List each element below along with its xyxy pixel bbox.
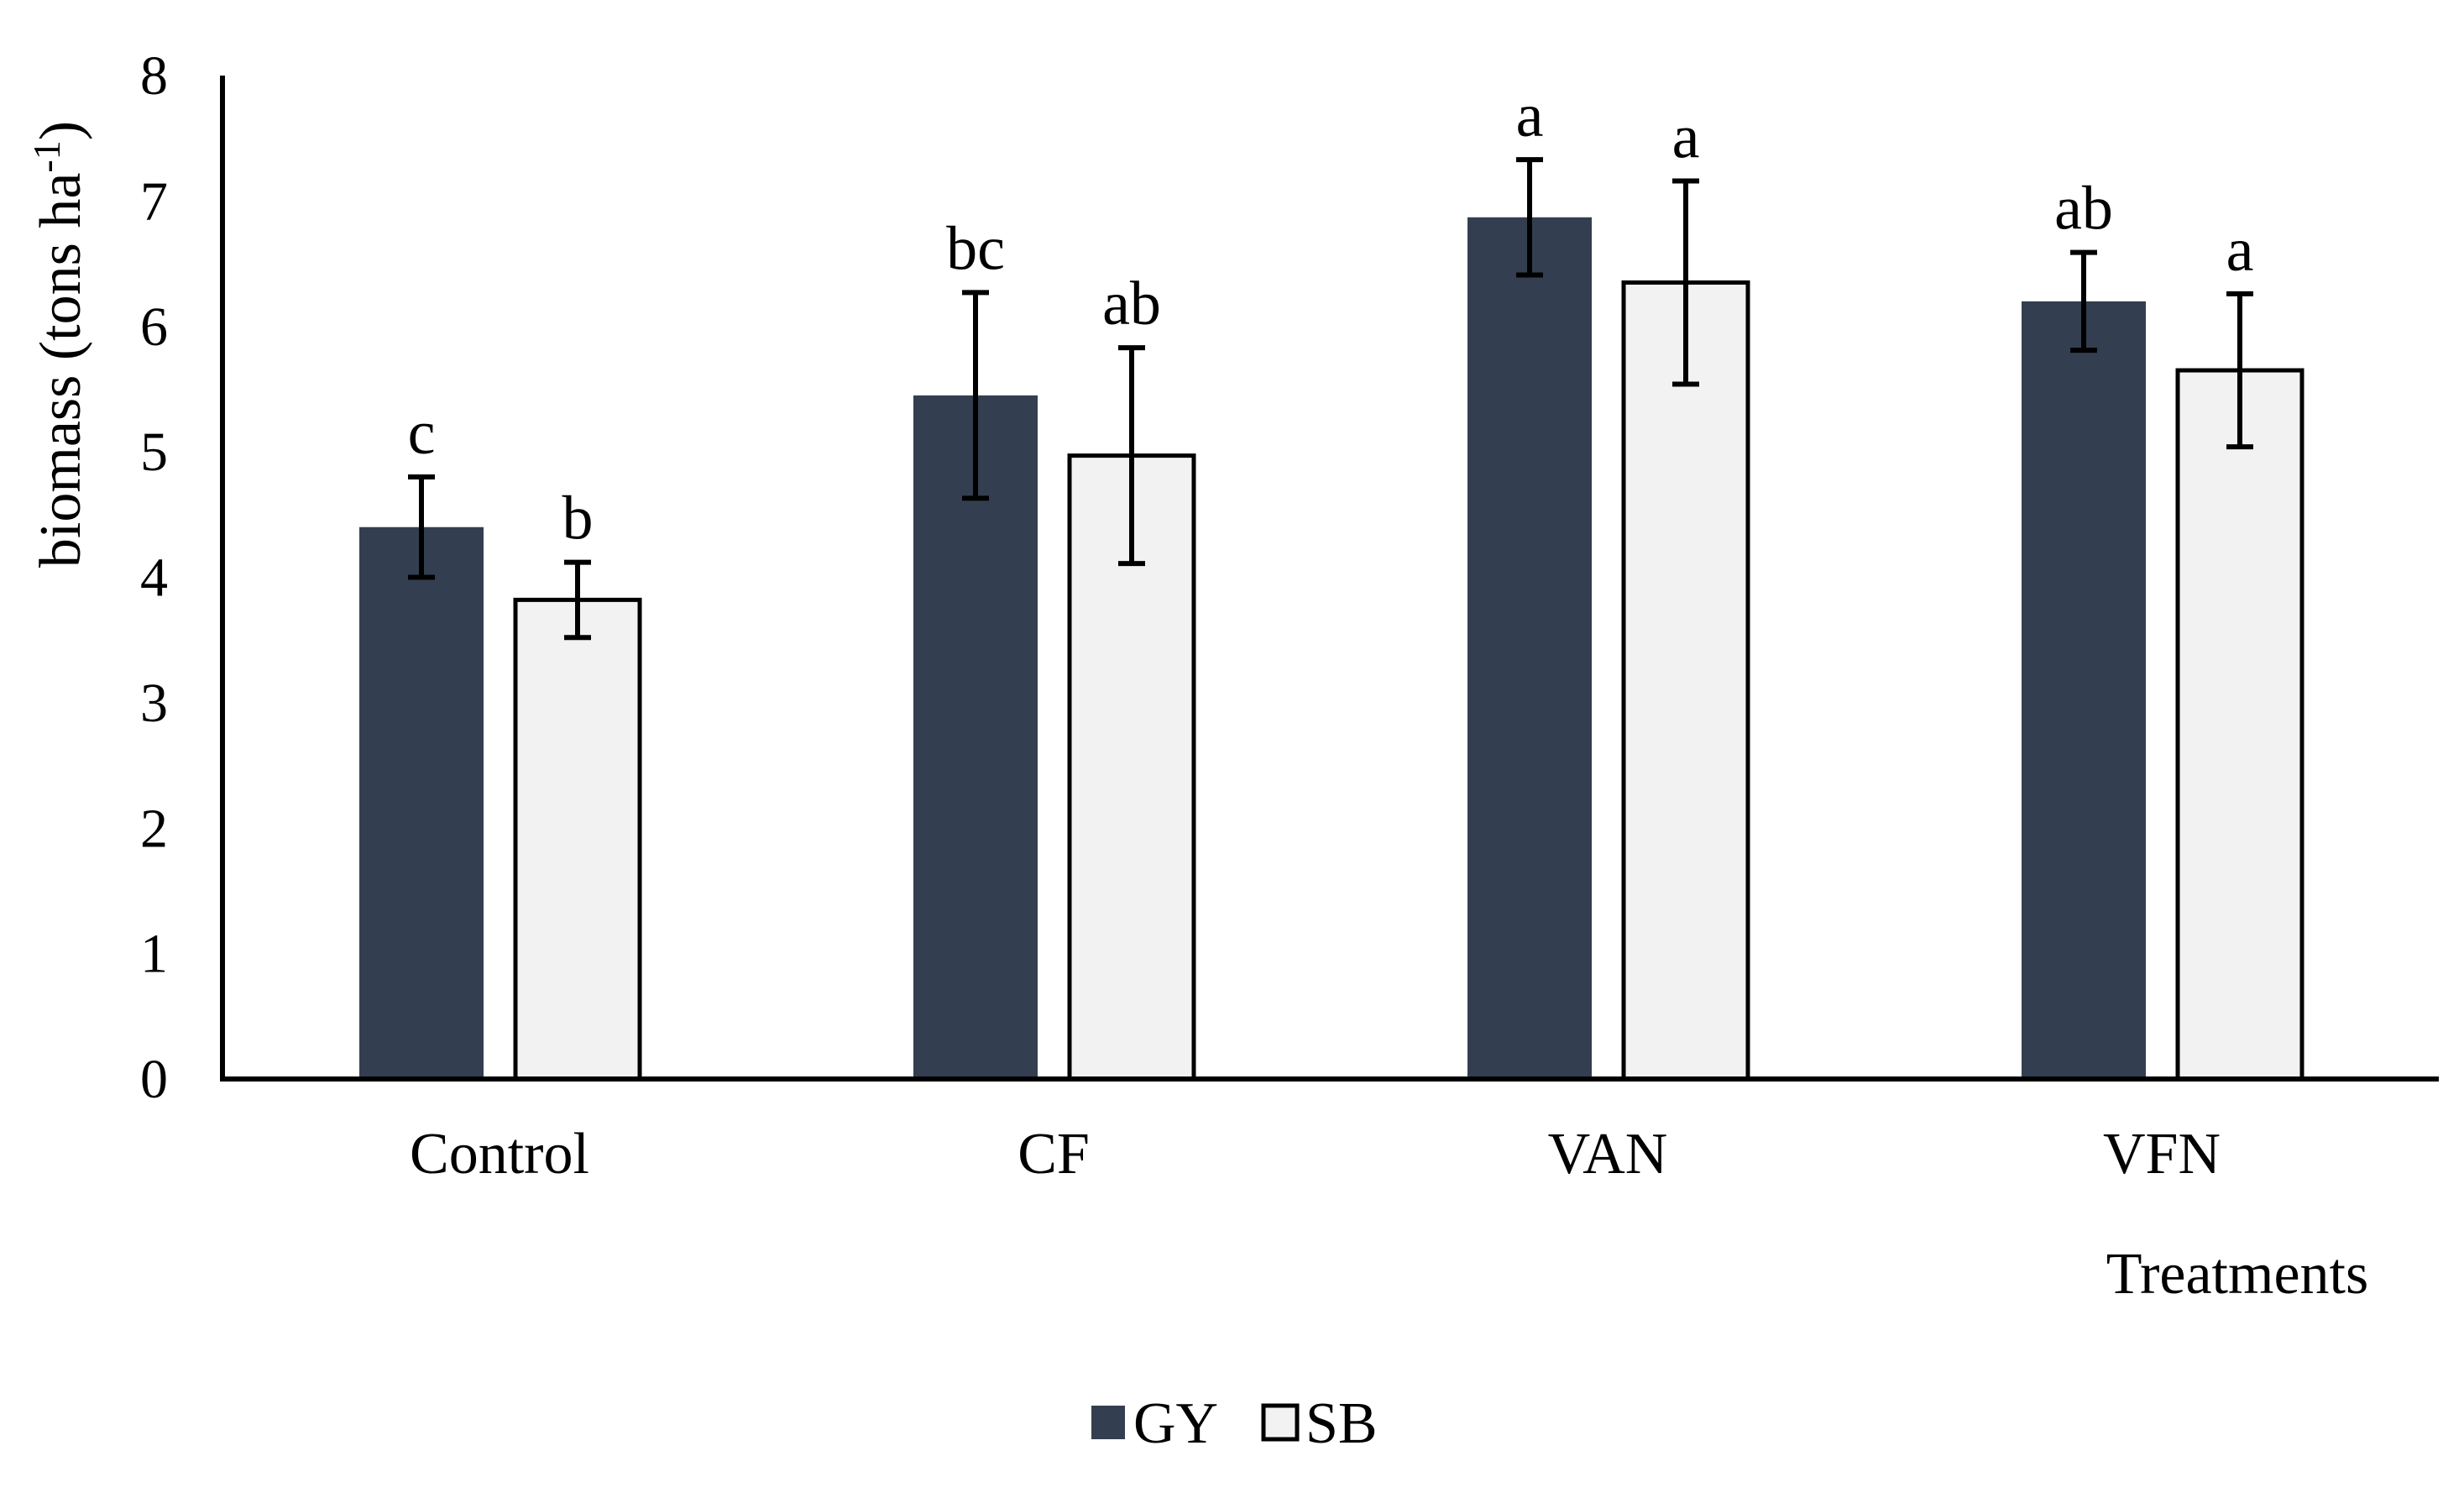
significance-label-gy-van: a — [1516, 81, 1544, 150]
bar-sb-vfn — [2175, 368, 2304, 1082]
legend-swatch-sb — [1261, 1403, 1300, 1442]
y-tick-label-0: 0 — [140, 1049, 168, 1110]
error-bars-layer — [408, 157, 2253, 641]
bar-gy-cf — [913, 395, 1038, 1079]
significance-label-sb-cf: ab — [1102, 270, 1161, 338]
significance-label-gy-vfn: ab — [2054, 175, 2113, 244]
x-axis-title: Treatments — [2106, 1242, 2368, 1307]
significance-label-gy-control: c — [408, 399, 436, 468]
y-axis-title-superscript: -1 — [25, 140, 68, 172]
y-tick-label-4: 4 — [140, 547, 168, 609]
y-tick-label-5: 5 — [140, 422, 168, 483]
bar-sb-van — [1621, 280, 1750, 1082]
bar-gy-van — [1467, 217, 1592, 1080]
bars-layer — [359, 217, 2304, 1082]
x-tick-label-control: Control — [410, 1122, 589, 1186]
legend-label-sb: SB — [1305, 1391, 1378, 1456]
y-tick-label-3: 3 — [140, 673, 168, 734]
significance-label-sb-control: b — [562, 484, 594, 553]
legend: GY SB — [1091, 1391, 1378, 1456]
y-tick-label-7: 7 — [140, 170, 168, 232]
legend-swatch-gy — [1091, 1406, 1125, 1439]
axes-layer: Control CF VAN VFN 0 1 2 3 4 5 6 7 8 — [140, 45, 2439, 1186]
bar-gy-vfn — [2022, 301, 2146, 1079]
y-axis-title-close: ) — [29, 121, 93, 140]
y-tick-label-1: 1 — [140, 924, 168, 985]
y-tick-label-8: 8 — [140, 45, 168, 107]
x-tick-label-vfn: VFN — [2103, 1122, 2221, 1186]
bar-gy-control — [359, 526, 484, 1079]
y-tick-label-2: 2 — [140, 798, 168, 859]
significance-labels-layer: c b bc ab a a ab a — [408, 81, 2254, 553]
y-axis-title: biomass (tons ha-1) — [25, 121, 93, 568]
significance-label-sb-van: a — [1672, 102, 1700, 171]
x-tick-label-van: VAN — [1548, 1122, 1668, 1186]
significance-label-gy-cf: bc — [946, 214, 1005, 283]
x-tick-label-cf: CF — [1018, 1122, 1090, 1186]
significance-label-sb-vfn: a — [2226, 216, 2254, 285]
y-tick-label-6: 6 — [140, 296, 168, 358]
y-axis-title-main: biomass (tons ha — [29, 173, 93, 568]
legend-label-gy: GY — [1133, 1391, 1218, 1456]
bar-sb-control — [513, 597, 642, 1082]
